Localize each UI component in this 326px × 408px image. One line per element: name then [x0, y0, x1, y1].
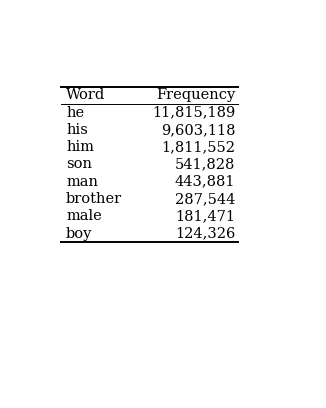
Text: 1,811,552: 1,811,552: [161, 140, 235, 154]
Text: boy: boy: [66, 226, 92, 241]
Text: 287,544: 287,544: [175, 192, 235, 206]
Text: man: man: [66, 175, 98, 188]
Text: his: his: [66, 123, 88, 137]
Text: son: son: [66, 157, 92, 171]
Text: him: him: [66, 140, 94, 154]
Text: 181,471: 181,471: [175, 209, 235, 223]
Text: he: he: [66, 106, 84, 120]
Text: Word: Word: [66, 88, 105, 102]
Text: brother: brother: [66, 192, 122, 206]
Text: 541,828: 541,828: [175, 157, 235, 171]
Text: 124,326: 124,326: [175, 226, 235, 241]
Text: Frequency: Frequency: [156, 88, 235, 102]
Text: 11,815,189: 11,815,189: [152, 106, 235, 120]
Text: 443,881: 443,881: [175, 175, 235, 188]
Text: 9,603,118: 9,603,118: [161, 123, 235, 137]
Text: male: male: [66, 209, 102, 223]
